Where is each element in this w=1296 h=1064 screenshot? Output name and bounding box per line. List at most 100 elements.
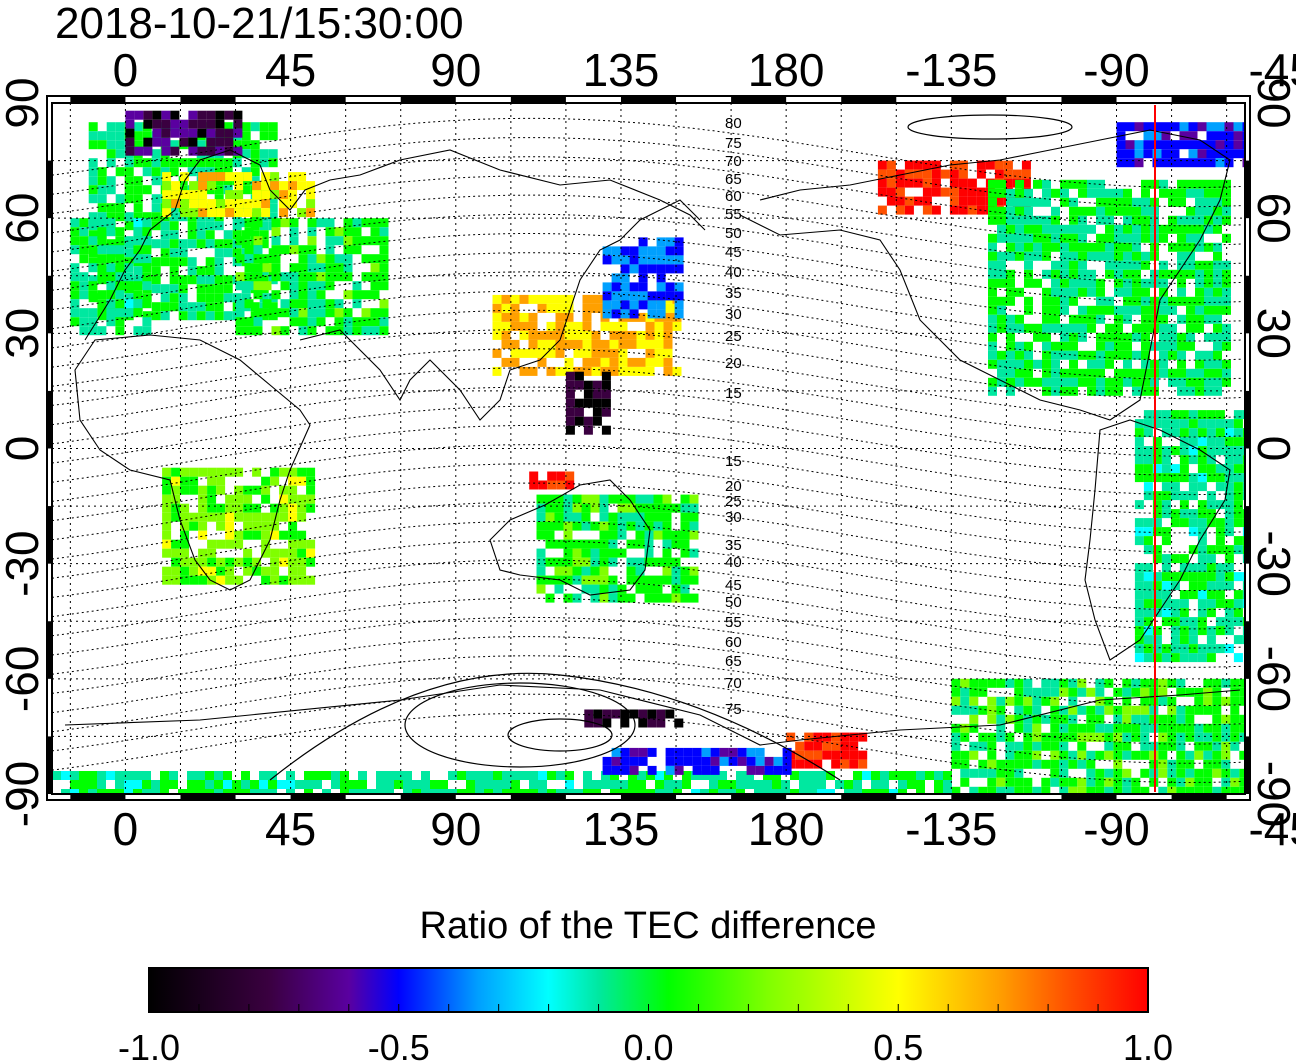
tec-cell bbox=[1059, 687, 1069, 697]
tec-cell bbox=[1006, 206, 1015, 216]
tec-cell bbox=[70, 227, 80, 237]
tec-cell bbox=[1060, 233, 1069, 243]
tec-cell bbox=[638, 756, 648, 766]
tec-cell bbox=[225, 494, 235, 504]
tec-cell bbox=[243, 172, 253, 182]
tec-cell bbox=[1006, 296, 1015, 306]
tec-cell bbox=[1143, 446, 1153, 456]
tec-cell bbox=[198, 494, 208, 504]
tec-cell bbox=[289, 272, 299, 282]
tec-cell bbox=[1224, 626, 1234, 636]
tec-cell bbox=[736, 771, 745, 780]
tec-cell bbox=[1078, 215, 1087, 225]
tec-cell bbox=[379, 272, 389, 282]
tec-cell bbox=[1186, 269, 1195, 279]
tec-cell bbox=[967, 178, 977, 188]
tec-cell bbox=[665, 282, 675, 292]
tec-cell bbox=[288, 172, 298, 182]
tec-cell bbox=[161, 128, 171, 138]
tec-cell bbox=[1077, 786, 1087, 794]
tec-cell bbox=[1179, 590, 1189, 600]
tec-cell bbox=[1131, 723, 1141, 733]
tec-cell bbox=[1213, 269, 1222, 279]
frame-bar-bottom bbox=[1061, 794, 1117, 800]
tec-cell bbox=[142, 212, 152, 222]
tec-cell bbox=[895, 205, 905, 215]
frame-bar-top bbox=[841, 96, 897, 103]
tec-cell bbox=[958, 196, 968, 206]
tec-cell bbox=[746, 747, 756, 757]
tec-cell bbox=[439, 789, 448, 794]
tec-cell bbox=[235, 326, 245, 336]
tec-cell bbox=[590, 593, 600, 603]
tec-cell bbox=[88, 245, 98, 255]
tec-cell bbox=[1170, 446, 1180, 456]
tec-cell bbox=[1006, 242, 1015, 252]
tec-cell bbox=[1161, 473, 1171, 483]
tec-cell bbox=[189, 208, 199, 218]
tec-cell bbox=[225, 190, 235, 200]
tec-cell bbox=[1152, 437, 1162, 447]
tec-cell bbox=[656, 273, 666, 283]
tec-cell bbox=[271, 236, 281, 246]
magnetic-latitude-line bbox=[52, 425, 1243, 496]
tec-cell bbox=[877, 205, 887, 215]
tec-cell bbox=[665, 264, 675, 274]
tec-cell bbox=[611, 756, 621, 766]
tec-cell bbox=[1224, 419, 1234, 429]
tec-cell bbox=[1096, 233, 1105, 243]
tec-cell bbox=[262, 281, 272, 291]
tec-cell bbox=[582, 330, 592, 340]
tec-cell bbox=[334, 299, 344, 309]
tec-cell bbox=[656, 709, 666, 719]
tec-cell bbox=[1159, 233, 1168, 243]
tec-cell bbox=[106, 131, 116, 141]
tec-cell bbox=[1179, 158, 1189, 168]
tec-cell bbox=[162, 208, 172, 218]
tec-cell bbox=[520, 771, 529, 780]
tec-cell bbox=[79, 290, 89, 300]
tec-cell bbox=[253, 272, 263, 282]
tec-cell bbox=[235, 236, 245, 246]
tec-cell bbox=[197, 110, 207, 120]
tec-cell bbox=[629, 291, 639, 301]
tec-cell bbox=[233, 110, 243, 120]
tec-cell bbox=[187, 230, 197, 240]
tec-cell bbox=[1213, 197, 1222, 207]
tec-cell bbox=[647, 709, 657, 719]
tec-cell bbox=[133, 194, 143, 204]
tec-cell bbox=[270, 530, 280, 540]
tec-cell bbox=[501, 330, 511, 340]
tec-cell bbox=[1179, 410, 1189, 420]
tec-cell bbox=[1114, 368, 1123, 378]
tec-cell bbox=[1161, 653, 1171, 663]
tec-cell bbox=[528, 339, 538, 349]
tec-cell bbox=[620, 300, 630, 310]
tec-cell bbox=[1023, 723, 1033, 733]
tec-cell bbox=[115, 194, 125, 204]
tec-cell bbox=[179, 119, 189, 129]
tec-cell bbox=[88, 771, 97, 780]
tec-cell bbox=[1224, 563, 1234, 573]
tec-cell bbox=[1170, 572, 1180, 582]
tec-cell bbox=[647, 264, 657, 274]
tec-cell bbox=[565, 380, 575, 390]
tec-cell bbox=[1212, 705, 1222, 715]
tec-cell bbox=[618, 357, 628, 367]
tec-cell bbox=[207, 494, 217, 504]
tec-cell bbox=[662, 539, 672, 549]
tec-cell bbox=[1215, 518, 1225, 528]
tec-cell bbox=[1086, 759, 1096, 769]
tec-cell bbox=[180, 512, 190, 522]
tec-cell bbox=[214, 311, 224, 321]
tec-cell bbox=[996, 723, 1006, 733]
tec-cell bbox=[244, 254, 254, 264]
tec-cell bbox=[647, 747, 657, 757]
magnetic-latitude-line bbox=[52, 674, 1243, 745]
tec-cell bbox=[115, 771, 124, 780]
tec-cell bbox=[162, 530, 172, 540]
tec-cell bbox=[620, 756, 630, 766]
tec-cell bbox=[97, 326, 107, 336]
tec-cell bbox=[370, 227, 380, 237]
tec-cell bbox=[646, 771, 655, 780]
